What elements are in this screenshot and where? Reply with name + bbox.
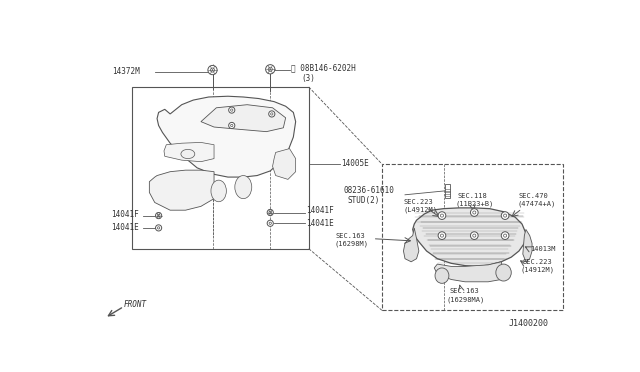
Text: SEC.470: SEC.470 (519, 193, 548, 199)
Text: J1400200: J1400200 (509, 319, 549, 328)
Text: 14013M: 14013M (530, 246, 556, 252)
Circle shape (504, 214, 507, 217)
Text: 08236-61610: 08236-61610 (344, 186, 394, 195)
Circle shape (470, 209, 478, 217)
Text: SEC.223: SEC.223 (403, 199, 433, 205)
Circle shape (473, 234, 476, 237)
Text: 14372M: 14372M (113, 67, 140, 76)
Circle shape (230, 109, 233, 111)
Text: 14041E: 14041E (307, 219, 334, 228)
Ellipse shape (435, 268, 449, 283)
Circle shape (440, 234, 444, 237)
Circle shape (266, 65, 275, 74)
Text: (14912M): (14912M) (520, 266, 554, 273)
Circle shape (230, 124, 233, 126)
Polygon shape (149, 170, 214, 210)
Text: FRONT: FRONT (124, 301, 147, 310)
Circle shape (269, 111, 275, 117)
Circle shape (156, 225, 162, 231)
Text: Ⓑ 08B146-6202H: Ⓑ 08B146-6202H (291, 63, 356, 72)
Circle shape (157, 227, 160, 229)
Circle shape (438, 212, 446, 219)
Ellipse shape (235, 176, 252, 199)
Text: SEC.163: SEC.163 (450, 288, 479, 294)
Ellipse shape (181, 150, 195, 158)
Circle shape (271, 113, 273, 115)
Text: STUD(2): STUD(2) (348, 196, 380, 205)
Text: 14005E: 14005E (341, 160, 369, 169)
Circle shape (504, 234, 507, 237)
Circle shape (501, 212, 509, 219)
Bar (132, 87, 308, 249)
Text: SEC.118: SEC.118 (458, 193, 487, 199)
Circle shape (211, 68, 214, 72)
Polygon shape (201, 105, 285, 132)
Text: 14041E: 14041E (111, 222, 139, 232)
Text: SEC.163: SEC.163 (336, 232, 365, 238)
Circle shape (228, 107, 235, 113)
Polygon shape (523, 230, 532, 262)
Polygon shape (413, 208, 526, 266)
Polygon shape (273, 148, 296, 179)
Ellipse shape (211, 180, 227, 202)
Text: 14041F: 14041F (307, 206, 334, 215)
Circle shape (501, 232, 509, 240)
Text: (16298MA): (16298MA) (447, 296, 485, 303)
Text: (L4912M): (L4912M) (403, 207, 438, 214)
Polygon shape (403, 228, 419, 262)
Polygon shape (435, 262, 504, 282)
Text: (11B23+B): (11B23+B) (456, 201, 494, 207)
Circle shape (228, 122, 235, 129)
Circle shape (438, 232, 446, 240)
Bar (382, 164, 563, 310)
Circle shape (470, 232, 478, 240)
Polygon shape (157, 96, 296, 177)
Polygon shape (164, 142, 214, 162)
Ellipse shape (496, 264, 511, 281)
Text: SEC.223: SEC.223 (522, 259, 552, 265)
Bar (445, 184, 450, 198)
Text: (47474+A): (47474+A) (517, 201, 556, 207)
Circle shape (156, 212, 162, 219)
Circle shape (157, 214, 160, 217)
Text: 14041F: 14041F (111, 209, 139, 218)
Text: (3): (3) (301, 74, 315, 83)
Circle shape (269, 211, 271, 214)
Circle shape (267, 220, 273, 226)
Text: (16298M): (16298M) (334, 241, 368, 247)
Circle shape (440, 214, 444, 217)
Circle shape (269, 222, 271, 224)
Circle shape (208, 65, 217, 75)
Circle shape (268, 67, 273, 71)
Circle shape (473, 211, 476, 214)
Circle shape (267, 209, 273, 216)
